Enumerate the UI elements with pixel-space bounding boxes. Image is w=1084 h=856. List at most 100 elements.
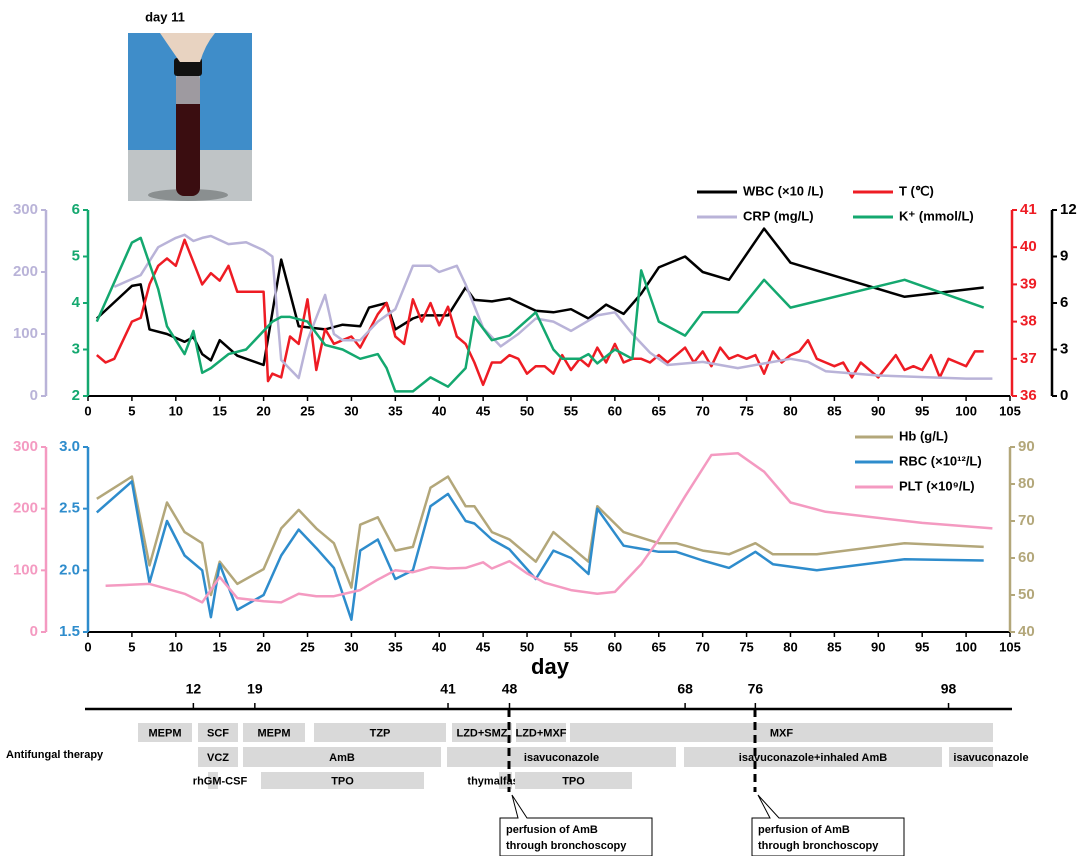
- timeline-day: 68: [677, 681, 693, 697]
- x-tick-label: 105: [999, 639, 1021, 654]
- y-tick-label: 3.0: [59, 438, 80, 455]
- x-tick-label: 65: [652, 639, 666, 654]
- x-tick-label: 75: [739, 639, 753, 654]
- y-tick-label: 9: [1060, 247, 1068, 264]
- timeline-day: 48: [502, 681, 518, 697]
- x-tick-label: 30: [344, 639, 358, 654]
- therapy-label: isavuconazole+inhaled AmB: [739, 752, 887, 764]
- x-tick-label: 0: [84, 403, 91, 418]
- x-tick-label: 35: [388, 403, 402, 418]
- x-tick-label: 85: [827, 403, 841, 418]
- therapy-label: MEPM: [149, 727, 182, 739]
- therapy-label: LZD+SMZ: [456, 727, 507, 739]
- y-tick-label: 3: [1060, 340, 1068, 357]
- y-tick-label: 40: [1020, 238, 1037, 255]
- y-tick-label: 50: [1018, 586, 1035, 603]
- callout-text: perfusion of AmB: [758, 824, 850, 836]
- therapy-label: rhGM-CSF: [193, 775, 248, 787]
- legend-label: Hb (g/L): [899, 428, 948, 443]
- photo-label: day 11: [145, 9, 185, 24]
- page: {"photo_label":"day 11", "chart_data":[ …: [0, 0, 1084, 856]
- legend-label: K⁺ (mmol/L): [899, 208, 974, 223]
- therapy-label: AmB: [329, 752, 355, 764]
- x-tick-label: 0: [84, 639, 91, 654]
- y-tick-label: 12: [1060, 201, 1077, 218]
- y-tick-label: 6: [1060, 294, 1068, 311]
- timeline-day: 76: [748, 681, 764, 697]
- y-tick-label: 39: [1020, 275, 1037, 292]
- x-tick-label: 20: [256, 403, 270, 418]
- y-tick-label: 38: [1020, 313, 1037, 330]
- y-tick-label: 40: [1018, 623, 1035, 640]
- y-tick-label: 80: [1018, 475, 1035, 492]
- therapy-label: MEPM: [258, 727, 291, 739]
- y-tick-label: 41: [1020, 201, 1037, 218]
- therapy-label: TZP: [370, 727, 391, 739]
- callout-text: through bronchoscopy: [758, 840, 879, 852]
- figure: day 11 051015202530354045505560657075808…: [0, 0, 1084, 856]
- x-tick-label: 100: [955, 639, 977, 654]
- line-series: [106, 453, 993, 602]
- y-tick-label: 0: [30, 623, 38, 640]
- x-tick-label: 105: [999, 403, 1021, 418]
- x-tick-label: 70: [695, 639, 709, 654]
- x-tick-label: 50: [520, 403, 534, 418]
- x-tick-label: 5: [128, 403, 135, 418]
- y-tick-label: 3: [72, 340, 80, 357]
- therapy-label: TPO: [331, 775, 354, 787]
- x-tick-label: 40: [432, 403, 446, 418]
- line-series: [97, 229, 984, 365]
- therapy-label: VCZ: [207, 752, 229, 764]
- timeline-day: 41: [440, 681, 456, 697]
- y-tick-label: 300: [13, 201, 38, 218]
- y-tick-label: 37: [1020, 350, 1037, 367]
- line-series: [114, 235, 992, 379]
- y-tick-label: 6: [72, 201, 80, 218]
- x-tick-label: 100: [955, 403, 977, 418]
- x-tick-label: 40: [432, 639, 446, 654]
- therapy-label: MXF: [770, 727, 794, 739]
- legend-label: PLT (×10⁹/L): [899, 478, 975, 493]
- y-tick-label: 300: [13, 438, 38, 455]
- y-tick-label: 1.5: [59, 623, 80, 640]
- x-tick-label: 45: [476, 403, 490, 418]
- x-tick-label: 5: [128, 639, 135, 654]
- legend-label: T (℃): [899, 183, 934, 198]
- x-tick-label: 10: [169, 639, 183, 654]
- x-tick-label: 30: [344, 403, 358, 418]
- x-tick-label: 35: [388, 639, 402, 654]
- y-tick-label: 200: [13, 500, 38, 517]
- x-tick-label: 65: [652, 403, 666, 418]
- x-tick-label: 60: [608, 639, 622, 654]
- y-tick-label: 4: [72, 294, 81, 311]
- therapy-label: isavuconazole: [524, 752, 599, 764]
- therapy-label: SCF: [207, 727, 229, 739]
- photo: [128, 33, 252, 201]
- x-tick-label: 55: [564, 403, 578, 418]
- x-tick-label: 55: [564, 639, 578, 654]
- therapy-label: TPO: [562, 775, 585, 787]
- therapy-label: LZD+MXF: [515, 727, 566, 739]
- y-tick-label: 2: [72, 387, 80, 404]
- x-tick-label: 95: [915, 403, 929, 418]
- legend-label: WBC (×10 /L): [743, 183, 824, 198]
- callout-text: through bronchoscopy: [506, 840, 627, 852]
- y-tick-label: 60: [1018, 549, 1035, 566]
- x-tick-label: 85: [827, 639, 841, 654]
- x-tick-label: 90: [871, 639, 885, 654]
- y-tick-label: 5: [72, 247, 80, 264]
- y-tick-label: 100: [13, 561, 38, 578]
- x-tick-label: 60: [608, 403, 622, 418]
- line-series: [97, 238, 984, 392]
- y-tick-label: 100: [13, 325, 38, 342]
- x-tick-label: 90: [871, 403, 885, 418]
- y-tick-label: 0: [30, 387, 38, 404]
- x-tick-label: 25: [300, 403, 314, 418]
- y-tick-label: 36: [1020, 387, 1037, 404]
- callout-text: perfusion of AmB: [506, 824, 598, 836]
- x-tick-label: 10: [169, 403, 183, 418]
- x-tick-label: 25: [300, 639, 314, 654]
- y-tick-label: 0: [1060, 387, 1068, 404]
- therapy-label: isavuconazole: [953, 752, 1028, 764]
- x-tick-label: 45: [476, 639, 490, 654]
